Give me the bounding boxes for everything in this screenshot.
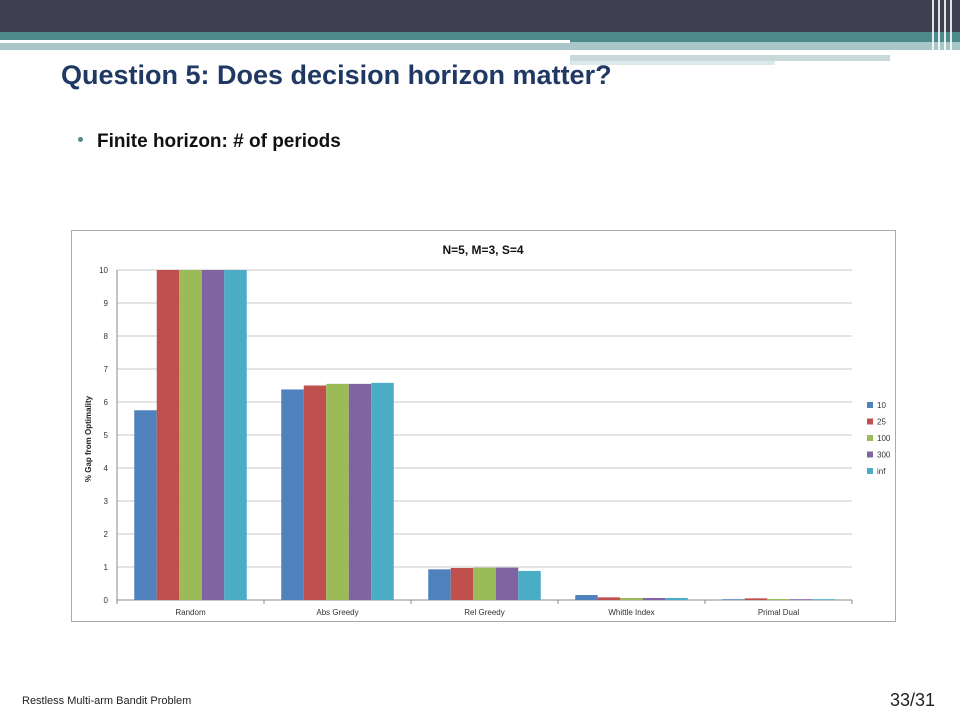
bar: [303, 385, 327, 600]
x-tick-label: Primal Dual: [758, 608, 800, 617]
bar: [201, 270, 225, 600]
legend-label: inf: [877, 467, 886, 476]
legend-swatch: [867, 468, 873, 474]
chart-title: N=5, M=3, S=4: [442, 243, 523, 257]
bar: [518, 570, 541, 600]
legend-label: 25: [877, 418, 886, 427]
bar: [156, 270, 180, 600]
bar: [767, 599, 790, 600]
x-tick-label: Abs Greedy: [316, 608, 358, 617]
y-tick-label: 6: [104, 398, 109, 407]
bar: [495, 567, 519, 600]
slide-title: Question 5: Does decision horizon matter…: [61, 60, 612, 90]
bar: [597, 597, 621, 600]
legend-swatch: [867, 418, 873, 425]
x-tick-label: Rel Greedy: [464, 608, 504, 617]
bar: [224, 270, 247, 600]
bar: [428, 569, 451, 600]
x-tick-label: Whittle Index: [608, 608, 654, 617]
bar: [722, 599, 745, 600]
bar: [326, 383, 349, 600]
legend-swatch: [867, 435, 873, 441]
white-stripe: [0, 40, 570, 43]
bullet-item: Finite horizon: # of periods: [78, 131, 341, 153]
bar: [642, 598, 666, 600]
y-tick-label: 10: [99, 266, 108, 275]
y-tick-label: 2: [104, 530, 109, 539]
legend-label: 300: [877, 451, 891, 460]
bar: [665, 598, 688, 600]
bar: [575, 595, 598, 600]
bullet-dot-icon: [78, 137, 83, 143]
bar: [179, 270, 202, 600]
decorative-rails: [930, 0, 960, 65]
y-tick-label: 7: [104, 365, 109, 374]
legend-label: 100: [877, 434, 891, 443]
teal-stripe: [0, 32, 960, 42]
y-tick-label: 3: [104, 497, 109, 506]
grey-stripe: [570, 55, 890, 61]
bar: [473, 567, 496, 600]
light-stripe: [0, 42, 960, 50]
bar-chart: N=5, M=3, S=4 % Gap from Optimality 0 1 2 3…: [84, 243, 891, 617]
bar: [281, 389, 304, 600]
top-banner: [0, 0, 960, 32]
grey-stripe-2: [570, 61, 775, 65]
chart-container: N=5, M=3, S=4 % Gap from Optimality 0 1 2 3…: [71, 230, 896, 622]
bar: [789, 599, 813, 600]
y-tick-label: 8: [104, 332, 109, 341]
legend-label: 10: [877, 401, 886, 410]
bar: [450, 567, 474, 600]
y-tick-label: 4: [104, 464, 109, 473]
y-tick-label: 0: [104, 596, 109, 605]
page-number: 33/31: [890, 690, 936, 710]
bar: [744, 598, 768, 600]
legend-swatch: [867, 402, 873, 408]
white-stripe-2: [570, 50, 890, 53]
y-axis-label: % Gap from Optimality: [84, 395, 93, 482]
y-tick-label: 9: [104, 299, 109, 308]
bar: [812, 599, 835, 600]
bullet-text: Finite horizon: # of periods: [97, 131, 341, 152]
bar: [134, 410, 157, 600]
bar: [348, 383, 372, 600]
bar: [371, 382, 394, 600]
bar: [620, 598, 643, 600]
legend-swatch: [867, 451, 873, 458]
x-tick-label: Random: [175, 608, 206, 617]
y-tick-label: 1: [104, 563, 109, 572]
footer-text: Restless Multi-arm Bandit Problem: [22, 695, 192, 707]
y-tick-label: 5: [104, 431, 109, 440]
